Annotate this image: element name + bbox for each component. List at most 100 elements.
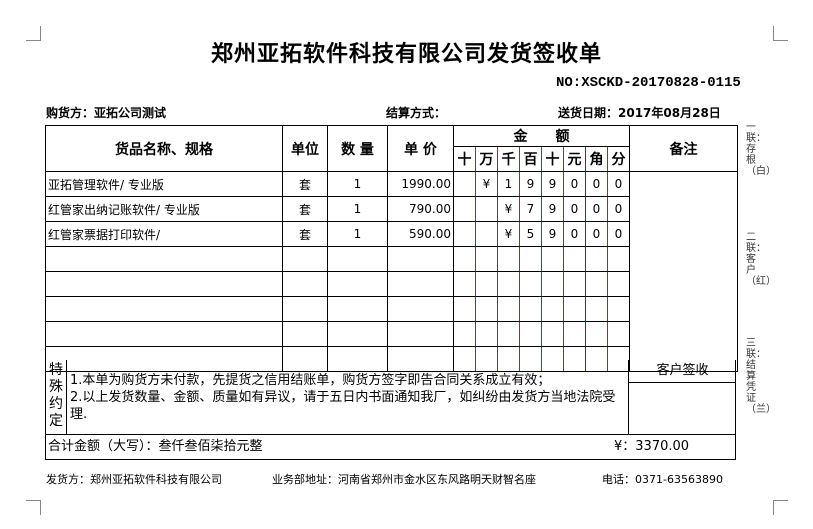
amount-digit bbox=[497, 246, 520, 272]
item-price bbox=[387, 296, 454, 322]
amount-digit: 9 bbox=[541, 196, 564, 222]
amount-digit: 0 bbox=[607, 196, 630, 222]
digit-header: 分 bbox=[607, 146, 630, 172]
amount-digit: 0 bbox=[607, 221, 630, 247]
corner-mark bbox=[26, 500, 41, 515]
amount-digit bbox=[475, 221, 498, 247]
item-unit: 套 bbox=[282, 221, 328, 247]
amount-digit bbox=[585, 321, 608, 347]
amount-digit bbox=[475, 321, 498, 347]
amount-digit bbox=[541, 271, 564, 297]
amount-digit bbox=[563, 321, 586, 347]
amount-digit bbox=[563, 296, 586, 322]
item-price: 790.00 bbox=[387, 196, 454, 222]
terms-text: 1.本单为购货方未付款，先提货之信用结账单，购货方签字即告合同关系成立有效； 2… bbox=[70, 372, 630, 423]
item-unit bbox=[282, 296, 328, 322]
amount-digit bbox=[541, 296, 564, 322]
amount-digit bbox=[453, 296, 476, 322]
total-amount: ¥：3370.00 bbox=[614, 439, 690, 454]
corner-mark bbox=[773, 26, 788, 41]
amount-digit: 0 bbox=[563, 196, 586, 222]
customer-sign-box: 客户签收 bbox=[628, 360, 736, 434]
copy-1-label: 一联：存根（白） bbox=[746, 122, 776, 177]
item-name bbox=[45, 346, 283, 372]
customer-sign-label: 客户签收 bbox=[629, 360, 736, 383]
amount-digit bbox=[607, 246, 630, 272]
amount-digit bbox=[475, 271, 498, 297]
amount-digit: 0 bbox=[563, 221, 586, 247]
item-unit bbox=[282, 346, 328, 372]
amount-digit bbox=[453, 271, 476, 297]
amount-digit bbox=[497, 271, 520, 297]
goods-table: 货品名称、规格 单位 数 量 单 价 金 额 备注 十万千百十元角分 亚拓管理软… bbox=[45, 125, 738, 372]
amount-digit bbox=[563, 246, 586, 272]
digit-header: 千 bbox=[497, 146, 520, 172]
amount-digit bbox=[563, 271, 586, 297]
amount-digit bbox=[497, 321, 520, 347]
amount-digit: 9 bbox=[519, 171, 542, 197]
copy-2-label: 二联：客户（红） bbox=[746, 232, 776, 287]
amount-digit: 0 bbox=[563, 171, 586, 197]
amount-digit bbox=[607, 271, 630, 297]
item-qty bbox=[327, 321, 388, 347]
terms-label: 特殊约定 bbox=[46, 360, 67, 434]
table-row: 红管家票据打印软件/套 1 590.00 ¥5 9 0 0 0 bbox=[45, 221, 738, 247]
document-number: NO:XSCKD-20170828-0115 bbox=[556, 75, 741, 91]
amount-digit bbox=[607, 321, 630, 347]
digit-header: 百 bbox=[519, 146, 542, 172]
item-price: 1990.00 bbox=[387, 171, 454, 197]
total-row: 合计金额（大写）：叁仟叁佰柒拾元整 ¥：3370.00 bbox=[46, 434, 735, 460]
delivery-date: 送货日期：2017年08月28日 bbox=[558, 106, 721, 120]
amount-digit: 7 bbox=[519, 196, 542, 222]
digit-header: 十 bbox=[541, 146, 564, 172]
item-qty bbox=[327, 346, 388, 372]
term-2: 2.以上发货数量、金额、质量如有异议，请于五日内书面通知我厂，如纠纷由发货方当地… bbox=[70, 390, 616, 422]
amount-digit bbox=[519, 321, 542, 347]
item-price bbox=[387, 246, 454, 272]
col-remark: 备注 bbox=[629, 125, 738, 172]
digit-header: 十 bbox=[453, 146, 476, 172]
col-amount: 金 额 bbox=[453, 125, 630, 147]
amount-digit: ¥ bbox=[497, 221, 520, 247]
item-unit bbox=[282, 271, 328, 297]
item-name: 红管家票据打印软件/ bbox=[45, 221, 283, 247]
term-1: 1.本单为购货方未付款，先提货之信用结账单，购货方签字即告合同关系成立有效； bbox=[70, 373, 551, 388]
amount-digit bbox=[453, 171, 476, 197]
copy-3-label: 三联：结算凭证（兰） bbox=[746, 338, 776, 415]
amount-digit bbox=[519, 246, 542, 272]
table-row: 红管家出纳记账软件/ 专业版套 1 790.00 ¥7 9 0 0 0 bbox=[45, 196, 738, 222]
amount-digit bbox=[541, 246, 564, 272]
item-price bbox=[387, 321, 454, 347]
item-unit bbox=[282, 246, 328, 272]
col-qty: 数 量 bbox=[327, 125, 388, 172]
amount-digit: 5 bbox=[519, 221, 542, 247]
table-row bbox=[45, 346, 738, 372]
phone: 电话：0371-63563890 bbox=[602, 473, 723, 486]
amount-digit bbox=[475, 246, 498, 272]
item-unit bbox=[282, 321, 328, 347]
buyer: 购货方：亚拓公司测试 bbox=[46, 106, 167, 120]
amount-digit: ¥ bbox=[497, 196, 520, 222]
item-qty: 1 bbox=[327, 221, 388, 247]
item-qty bbox=[327, 296, 388, 322]
amount-digit: ¥ bbox=[475, 171, 498, 197]
item-qty bbox=[327, 246, 388, 272]
amount-digit: 0 bbox=[585, 221, 608, 247]
amount-digit bbox=[519, 271, 542, 297]
item-name bbox=[45, 296, 283, 322]
amount-digit bbox=[453, 246, 476, 272]
amount-digit: 0 bbox=[585, 196, 608, 222]
amount-digit bbox=[475, 196, 498, 222]
digit-header: 万 bbox=[475, 146, 498, 172]
item-unit: 套 bbox=[282, 171, 328, 197]
item-qty: 1 bbox=[327, 196, 388, 222]
item-qty bbox=[327, 271, 388, 297]
amount-digit: 0 bbox=[585, 171, 608, 197]
amount-digit bbox=[607, 296, 630, 322]
amount-digit bbox=[497, 296, 520, 322]
settlement-method: 结算方式： bbox=[386, 106, 447, 120]
amount-digit bbox=[585, 246, 608, 272]
amount-digit bbox=[453, 221, 476, 247]
amount-digit bbox=[453, 196, 476, 222]
